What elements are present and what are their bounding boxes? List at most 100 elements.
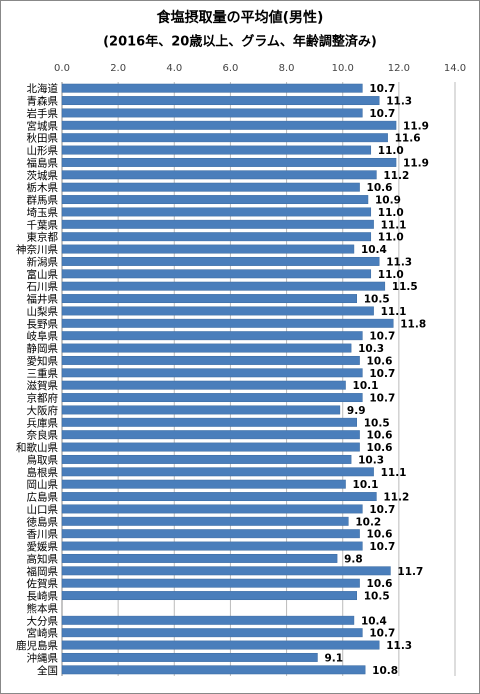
y-tick-label: 石川県 — [27, 281, 59, 293]
x-tick-label: 6.0 — [222, 63, 238, 74]
bar — [61, 331, 363, 341]
bar — [61, 553, 338, 563]
bar — [61, 96, 380, 106]
bar — [61, 628, 363, 638]
value-label: 10.1 — [353, 380, 379, 392]
y-tick-label: 青森県 — [27, 95, 59, 108]
chart-subtitle: (2016年、20歳以上、グラム、年齢調整済み) — [103, 34, 377, 50]
y-tick-label: 三重県 — [27, 367, 59, 380]
y-tick-label: 群馬県 — [27, 194, 59, 207]
bar — [61, 195, 369, 205]
bar — [61, 393, 363, 403]
bar — [61, 306, 374, 316]
y-tick-label: 北海道 — [27, 82, 59, 95]
y-tick-label: 福井県 — [27, 293, 59, 306]
bar — [61, 281, 386, 291]
bar — [61, 232, 372, 242]
value-label: 11.5 — [392, 281, 418, 293]
value-label: 10.4 — [361, 615, 387, 627]
y-tick-label: 兵庫県 — [27, 416, 59, 429]
y-tick-label: 山形県 — [27, 145, 59, 157]
bar — [61, 318, 394, 328]
chart-title: 食塩摂取量の平均値(男性) — [157, 9, 324, 26]
bar — [61, 145, 372, 155]
y-tick-label: 長崎県 — [27, 590, 59, 603]
y-tick-label: 静岡県 — [27, 342, 59, 355]
bar — [61, 516, 349, 526]
bar — [61, 529, 360, 539]
value-label: 11.0 — [378, 269, 404, 281]
value-label: 11.2 — [383, 170, 409, 182]
y-tick-label: 香川県 — [27, 529, 59, 541]
y-tick-label: 広島県 — [27, 491, 59, 504]
value-label: 11.6 — [395, 133, 421, 145]
y-tick-label: 東京都 — [27, 231, 59, 244]
value-label: 10.7 — [369, 628, 395, 640]
y-tick-label: 山口県 — [27, 504, 59, 516]
bar — [61, 541, 363, 551]
bar — [61, 578, 360, 588]
bar — [61, 182, 360, 192]
x-tick-label: 12.0 — [388, 63, 410, 74]
value-label: 11.1 — [381, 219, 407, 231]
y-tick-label: 宮城県 — [27, 119, 59, 132]
y-tick-label: 岩手県 — [27, 107, 59, 120]
value-label: 11.0 — [378, 232, 404, 244]
x-tick-label: 8.0 — [279, 63, 295, 74]
y-tick-label: 鹿児島県 — [16, 639, 58, 652]
y-tick-label: 京都府 — [27, 392, 59, 405]
value-label: 10.9 — [375, 195, 401, 207]
value-label: 11.3 — [386, 640, 412, 652]
bar — [61, 405, 341, 415]
y-tick-label: 岡山県 — [27, 479, 59, 491]
bar — [61, 652, 318, 662]
value-label: 11.0 — [378, 145, 404, 157]
y-tick-label: 栃木県 — [27, 181, 59, 194]
bar — [61, 170, 377, 180]
y-tick-label: 宮崎県 — [27, 627, 59, 640]
y-tick-label: 高知県 — [27, 552, 59, 565]
bar — [61, 615, 355, 625]
value-label: 10.7 — [369, 504, 395, 516]
bar — [61, 157, 397, 167]
bar — [61, 133, 388, 143]
x-tick-label: 10.0 — [332, 63, 354, 74]
value-label: 10.6 — [367, 442, 393, 454]
y-tick-label: 徳島県 — [27, 515, 59, 528]
bar — [61, 343, 352, 353]
value-label: 10.4 — [361, 244, 387, 256]
x-tick-label: 14.0 — [444, 63, 466, 74]
y-tick-label: 神奈川県 — [16, 243, 58, 256]
value-label: 10.3 — [358, 343, 384, 355]
y-tick-label: 千葉県 — [27, 218, 59, 231]
value-label: 11.2 — [383, 492, 409, 504]
value-label: 10.6 — [367, 182, 393, 194]
value-label: 11.9 — [403, 157, 429, 169]
bar — [61, 640, 380, 650]
y-tick-label: 奈良県 — [27, 429, 59, 442]
value-label: 11.1 — [381, 306, 407, 318]
value-label: 10.1 — [353, 479, 379, 491]
x-tick-label: 4.0 — [166, 63, 182, 74]
x-tick-label: 0.0 — [54, 63, 70, 74]
y-tick-label: 和歌山県 — [16, 441, 58, 454]
y-tick-label: 愛媛県 — [27, 540, 59, 553]
value-label: 11.7 — [397, 566, 423, 578]
y-tick-label: 佐賀県 — [27, 577, 59, 590]
value-label: 9.8 — [344, 553, 363, 565]
y-tick-label: 福島県 — [27, 156, 59, 169]
value-label: 10.5 — [364, 294, 390, 306]
y-tick-label: 富山県 — [27, 268, 59, 281]
bar — [61, 108, 363, 118]
y-tick-label: 岐阜県 — [27, 330, 59, 343]
value-label: 10.7 — [369, 331, 395, 343]
value-label: 10.6 — [367, 578, 393, 590]
y-tick-label: 熊本県 — [27, 602, 59, 615]
bar — [61, 430, 360, 440]
bar — [61, 380, 346, 390]
bar — [61, 591, 357, 601]
y-tick-label: 滋賀県 — [27, 379, 59, 392]
y-tick-label: 大阪府 — [27, 404, 59, 417]
value-label: 9.9 — [347, 405, 366, 417]
bar — [61, 504, 363, 514]
